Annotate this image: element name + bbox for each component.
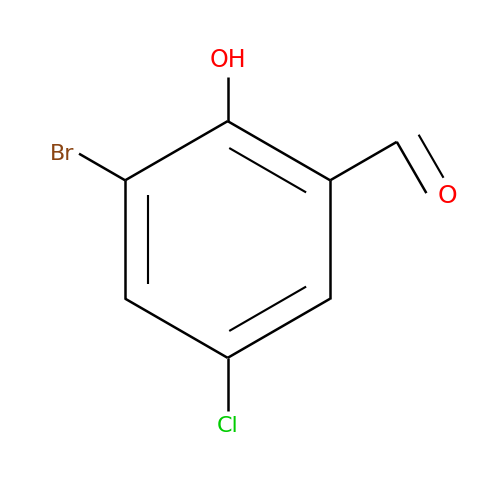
Text: Br: Br [50, 144, 74, 164]
Text: Cl: Cl [217, 416, 239, 436]
Text: OH: OH [209, 48, 246, 72]
Text: O: O [437, 184, 457, 208]
